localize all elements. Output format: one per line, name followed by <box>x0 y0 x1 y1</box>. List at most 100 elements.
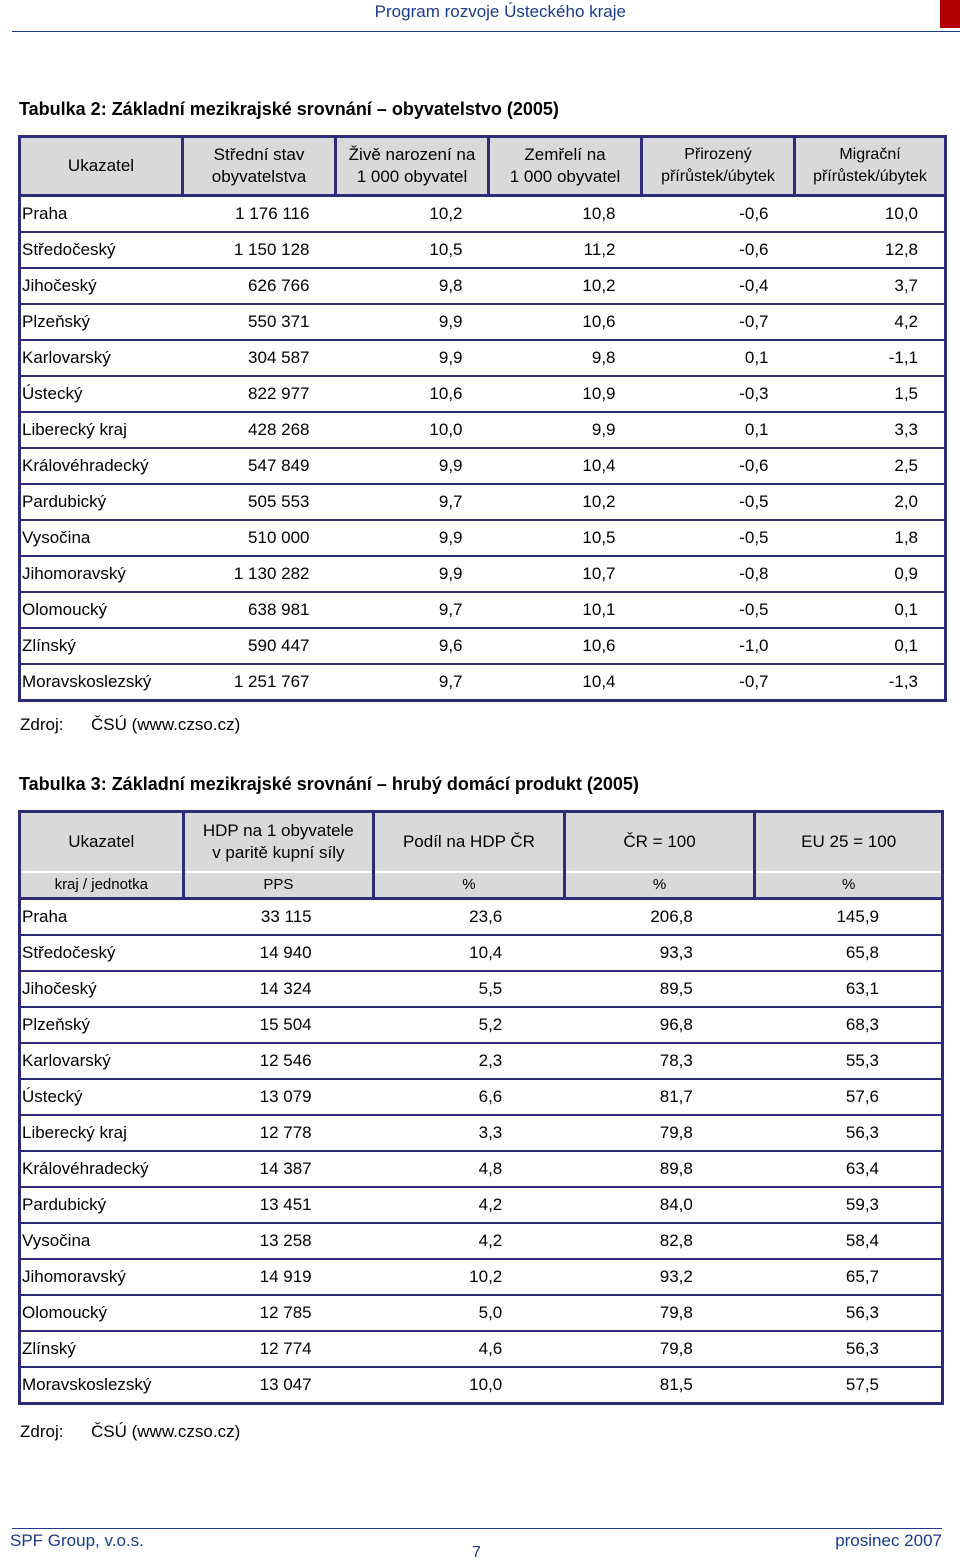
value-cell: 9,9 <box>488 411 642 448</box>
value-cell: 3,7 <box>794 267 946 304</box>
col-header-mean-population: Střední stav obyvatelstva <box>181 136 336 197</box>
region-name-cell: Moravskoslezský <box>19 663 183 701</box>
source-text: ČSÚ (www.czso.cz) <box>91 715 241 734</box>
table-row: Zlínský 12 774 4,6 79,8 56,3 <box>19 1330 943 1367</box>
value-cell: 10,5 <box>335 231 489 268</box>
region-name-cell: Liberecký kraj <box>19 411 183 448</box>
table-row: Královéhradecký 547 849 9,9 10,4 -0,6 2,5 <box>19 447 946 484</box>
table-row: Jihočeský 14 324 5,5 89,5 63,1 <box>19 970 943 1007</box>
value-cell: 81,5 <box>564 1366 755 1404</box>
col-header-live-births: Živě narození na 1 000 obyvatel <box>334 136 489 197</box>
region-name-cell: Praha <box>19 897 184 935</box>
value-cell: 206,8 <box>564 897 755 935</box>
table-row: Královéhradecký 14 387 4,8 89,8 63,4 <box>19 1150 943 1187</box>
table-row: Plzeňský 15 504 5,2 96,8 68,3 <box>19 1006 943 1043</box>
value-cell: 13 258 <box>183 1222 374 1259</box>
value-cell: 10,0 <box>335 411 489 448</box>
value-cell: 10,9 <box>488 375 642 412</box>
population-table-body: Praha 1 176 116 10,2 10,8 -0,6 10,0 Středočesk… <box>19 194 946 701</box>
value-cell: 9,9 <box>335 303 489 340</box>
table-row: Karlovarský 12 546 2,3 78,3 55,3 <box>19 1042 943 1079</box>
region-name-cell: Královéhradecký <box>19 1150 184 1187</box>
region-name-cell: Zlínský <box>19 627 183 664</box>
table-row: Moravskoslezský 1 251 767 9,7 10,4 -0,7 -1,3 <box>19 663 946 701</box>
col-header-deaths: Zemřelí na 1 000 obyvatel <box>487 136 642 197</box>
value-cell: 79,8 <box>564 1114 755 1151</box>
value-cell: 11,2 <box>488 231 642 268</box>
value-cell: 14 387 <box>183 1150 374 1187</box>
value-cell: -0,7 <box>641 663 795 701</box>
footer-date: prosinec 2007 <box>835 1531 942 1550</box>
table1-source: Zdroj: ČSÚ (www.czso.cz) <box>20 715 240 735</box>
table-row: Vysočina 510 000 9,9 10,5 -0,5 1,8 <box>19 519 946 556</box>
unit-percent: % <box>562 870 755 900</box>
region-name-cell: Olomoucký <box>19 1294 184 1331</box>
value-cell: 10,2 <box>488 483 642 520</box>
col-header-gdp-per-capita: HDP na 1 obyvatele v paritě kupní síly <box>181 811 374 872</box>
value-cell: 2,3 <box>373 1042 565 1079</box>
table2-caption: Tabulka 3: Základní mezikrajské srovnání… <box>19 774 639 794</box>
value-cell: 56,3 <box>754 1330 943 1367</box>
region-name-cell: Královéhradecký <box>19 447 183 484</box>
table-row: Moravskoslezský 13 047 10,0 81,5 57,5 <box>19 1366 943 1404</box>
value-cell: 304 587 <box>182 339 336 376</box>
value-cell: 10,0 <box>794 194 946 232</box>
value-cell: 550 371 <box>182 303 336 340</box>
header-accent-bar <box>940 0 960 28</box>
value-cell: -0,7 <box>641 303 795 340</box>
value-cell: 63,4 <box>754 1150 943 1187</box>
value-cell: 3,3 <box>794 411 946 448</box>
source-label: Zdroj: <box>20 1422 64 1441</box>
value-cell: 93,2 <box>564 1258 755 1295</box>
region-name-cell: Liberecký kraj <box>19 1114 184 1151</box>
value-cell: 5,5 <box>373 970 565 1007</box>
value-cell: 10,6 <box>488 627 642 664</box>
value-cell: 10,8 <box>488 194 642 232</box>
gdp-table-body: Praha 33 115 23,6 206,8 145,9 Středočeský 14 9… <box>19 897 943 1404</box>
value-cell: 14 919 <box>183 1258 374 1295</box>
region-name-cell: Jihomoravský <box>19 1258 184 1295</box>
region-name-cell: Plzeňský <box>19 303 183 340</box>
table-row: Liberecký kraj 428 268 10,0 9,9 0,1 3,3 <box>19 411 946 448</box>
region-name-cell: Olomoucký <box>19 591 183 628</box>
value-cell: 10,5 <box>488 519 642 556</box>
table-row: Středočeský 14 940 10,4 93,3 65,8 <box>19 934 943 971</box>
value-cell: -1,1 <box>794 339 946 376</box>
value-cell: 3,3 <box>373 1114 565 1151</box>
col-header-indicator: Ukazatel <box>19 811 184 872</box>
value-cell: 12 774 <box>183 1330 374 1367</box>
value-cell: 505 553 <box>182 483 336 520</box>
population-table: Ukazatel Střední stav obyvatelstva Živě n… <box>18 135 947 702</box>
table-row: Pardubický 505 553 9,7 10,2 -0,5 2,0 <box>19 483 946 520</box>
value-cell: 93,3 <box>564 934 755 971</box>
region-name-cell: Vysočina <box>19 519 183 556</box>
unit-region: kraj / jednotka <box>19 870 184 900</box>
value-cell: 15 504 <box>183 1006 374 1043</box>
value-cell: 9,9 <box>335 447 489 484</box>
value-cell: 1 251 767 <box>182 663 336 701</box>
value-cell: 0,9 <box>794 555 946 592</box>
table-row: Jihomoravský 1 130 282 9,9 10,7 -0,8 0,9 <box>19 555 946 592</box>
value-cell: -0,5 <box>641 483 795 520</box>
value-cell: 63,1 <box>754 970 943 1007</box>
value-cell: 84,0 <box>564 1186 755 1223</box>
value-cell: 2,0 <box>794 483 946 520</box>
table-row: Plzeňský 550 371 9,9 10,6 -0,7 4,2 <box>19 303 946 340</box>
region-name-cell: Jihočeský <box>19 267 183 304</box>
col-header-share-of-gdp: Podíl na HDP ČR <box>372 811 565 872</box>
source-text: ČSÚ (www.czso.cz) <box>91 1422 241 1441</box>
table-row: Liberecký kraj 12 778 3,3 79,8 56,3 <box>19 1114 943 1151</box>
value-cell: 9,9 <box>335 555 489 592</box>
value-cell: 57,6 <box>754 1078 943 1115</box>
value-cell: 510 000 <box>182 519 336 556</box>
value-cell: 9,7 <box>335 663 489 701</box>
value-cell: 626 766 <box>182 267 336 304</box>
value-cell: 10,2 <box>373 1258 565 1295</box>
value-cell: 10,1 <box>488 591 642 628</box>
value-cell: 4,2 <box>373 1186 565 1223</box>
table-row: Ústecký 822 977 10,6 10,9 -0,3 1,5 <box>19 375 946 412</box>
value-cell: -0,8 <box>641 555 795 592</box>
table-row: Olomoucký 12 785 5,0 79,8 56,3 <box>19 1294 943 1331</box>
region-name-cell: Ústecký <box>19 375 183 412</box>
value-cell: 822 977 <box>182 375 336 412</box>
